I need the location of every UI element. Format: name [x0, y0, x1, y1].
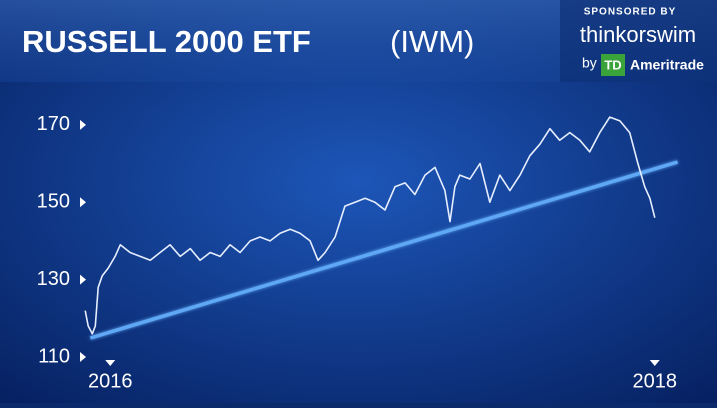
td: TD: [604, 57, 621, 72]
y-tick-label: 110: [38, 345, 70, 367]
trend-line: [89, 160, 679, 340]
sponsor-band: [560, 0, 717, 82]
price-line: [84, 116, 656, 335]
td-logo: [601, 54, 625, 76]
plot: 110 130 150 170 2016 2018: [37, 113, 679, 392]
ameritrade: Ameritrade: [630, 57, 704, 73]
x-tick-mark: [105, 360, 116, 366]
by: by: [582, 55, 597, 71]
ticker: (IWM): [390, 24, 474, 59]
y-tick-mark: [80, 352, 86, 362]
y-tick-label: 170: [37, 113, 70, 135]
y-tick-mark: [80, 274, 86, 285]
title: RUSSELL 2000 ETF: [22, 24, 311, 59]
y-tick-label: 130: [37, 268, 70, 290]
y-tick-mark: [80, 197, 86, 208]
x-tick-label: 2018: [633, 370, 678, 392]
y-tick-mark: [80, 119, 86, 130]
x-tick-label: 2016: [88, 370, 133, 392]
sponsor: thinkorswim: [580, 22, 696, 47]
sponsored-by: SPONSORED BY: [584, 7, 677, 18]
x-tick-mark: [649, 360, 660, 366]
y-tick-label: 150: [37, 190, 70, 212]
